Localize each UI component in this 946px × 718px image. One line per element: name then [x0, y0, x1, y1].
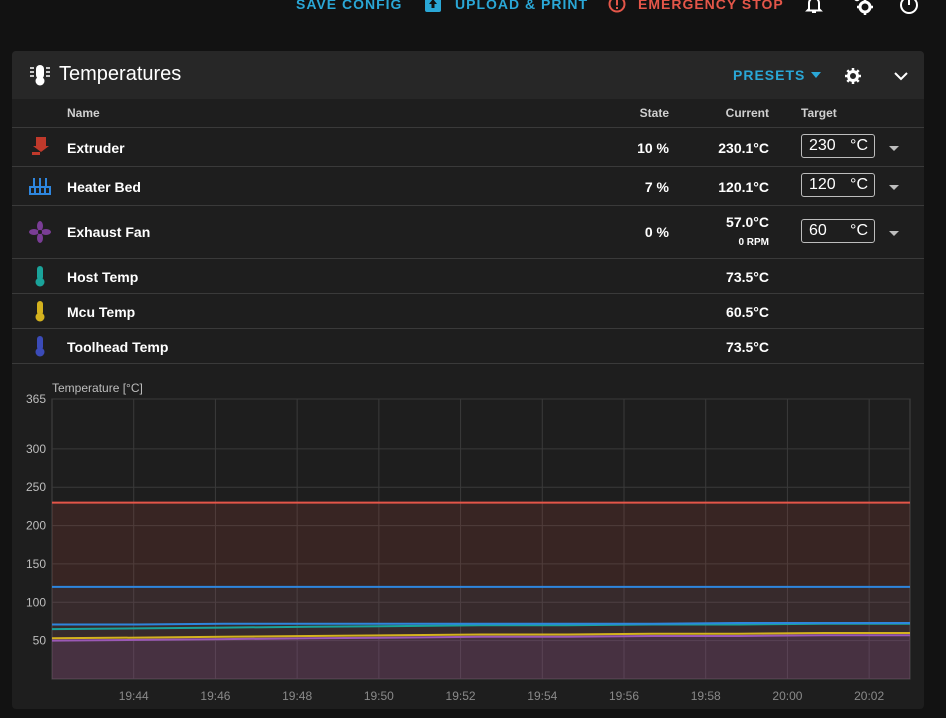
settings-gear-icon[interactable] [842, 65, 864, 87]
row-name: Exhaust Fan [67, 224, 151, 240]
table-row-exhaust-fan: Exhaust Fan 0 % 57.0°C 0 RPM 60 °C [12, 206, 924, 259]
series-line-3 [52, 622, 910, 626]
x-tick-label: 19:44 [119, 689, 149, 703]
target-dropdown-icon[interactable] [888, 227, 900, 239]
caret-down-icon [811, 72, 822, 78]
extruder-target-input[interactable]: 230 °C [801, 134, 875, 158]
col-name-header: Name [67, 106, 100, 120]
row-state: 0 % [644, 224, 669, 240]
thermometer-icon [28, 264, 52, 288]
emergency-stop-button[interactable]: EMERGENCY STOP [608, 0, 784, 16]
presets-label: PRESETS [733, 67, 806, 83]
series-area-1 [52, 586, 910, 679]
series-area-0 [52, 502, 910, 679]
plot-area [51, 398, 911, 680]
target-value: 230 [809, 137, 836, 154]
y-tick-label: 150 [26, 557, 46, 571]
x-tick-label: 20:02 [854, 689, 884, 703]
y-tick-label: 365 [26, 392, 46, 406]
y-tick-label: 50 [33, 634, 47, 648]
row-name: Heater Bed [67, 179, 141, 195]
col-state-header: State [639, 106, 669, 120]
alert-circle-icon [608, 0, 626, 13]
x-tick-label: 20:00 [772, 689, 802, 703]
x-tick-label: 19:52 [446, 689, 476, 703]
extruder-icon [28, 135, 52, 159]
row-current: 73.5°C [726, 339, 769, 355]
emergency-stop-label: EMERGENCY STOP [638, 0, 784, 12]
row-current: 60.5°C [726, 304, 769, 320]
thermometer-lines-icon [29, 64, 51, 86]
table-row-heater-bed: Heater Bed 7 % 120.1°C 120 °C [12, 167, 924, 206]
temperature-chart-svg: 50 100 150 200 250 300 365 19:44 19:46 19:48 19:50… [26, 381, 911, 703]
heater-bed-icon [28, 174, 52, 198]
row-current: 57.0°C [726, 214, 769, 230]
row-name: Extruder [67, 140, 125, 156]
top-toolbar: SAVE CONFIG UPLOAD & PRINT EMERGENCY STO… [0, 0, 946, 30]
temperatures-card: Temperatures PRESETS Name State Current … [12, 51, 924, 709]
x-tick-label: 19:58 [691, 689, 721, 703]
target-value: 60 [809, 222, 827, 239]
card-header: Temperatures PRESETS [12, 51, 924, 99]
target-dropdown-icon[interactable] [888, 142, 900, 154]
row-current: 120.1°C [718, 179, 769, 195]
settings-gear-icon[interactable] [851, 0, 875, 16]
y-axis-label: Temperature [°C] [52, 381, 143, 395]
y-tick-label: 250 [26, 480, 46, 494]
x-tick-label: 19:50 [364, 689, 394, 703]
col-current-header: Current [725, 106, 769, 120]
y-tick-label: 200 [26, 519, 46, 533]
presets-dropdown-button[interactable]: PRESETS [733, 67, 822, 83]
row-rpm: 0 RPM [738, 237, 769, 248]
row-state: 10 % [637, 140, 669, 156]
table-header: Name State Current Target [12, 99, 924, 128]
row-current: 230.1°C [718, 140, 769, 156]
thermometer-icon [28, 334, 52, 358]
table-row-host-temp: Host Temp 73.5°C [12, 259, 924, 294]
row-state: 7 % [644, 179, 669, 195]
target-dropdown-icon[interactable] [888, 181, 900, 193]
temperature-chart[interactable]: 50 100 150 200 250 300 365 19:44 19:46 19:48 19:50… [12, 364, 924, 709]
target-unit: °C [850, 222, 868, 239]
table-row-mcu-temp: Mcu Temp 60.5°C [12, 294, 924, 329]
x-tick-label: 19:46 [200, 689, 230, 703]
x-tick-label: 19:56 [609, 689, 639, 703]
y-tick-label: 300 [26, 442, 46, 456]
series-line-2 [51, 622, 910, 631]
row-name: Mcu Temp [67, 304, 136, 320]
table-row-toolhead-temp: Toolhead Temp 73.5°C [12, 329, 924, 364]
row-name: Toolhead Temp [67, 339, 169, 355]
upload-print-label: UPLOAD & PRINT [455, 0, 588, 12]
save-config-label: SAVE CONFIG [296, 0, 403, 12]
target-unit: °C [850, 176, 868, 193]
heater-bed-target-input[interactable]: 120 °C [801, 173, 875, 197]
upload-print-button[interactable]: UPLOAD & PRINT [425, 0, 588, 16]
x-tick-label: 19:48 [282, 689, 312, 703]
col-target-header: Target [801, 106, 837, 120]
x-tick-label: 19:54 [527, 689, 557, 703]
row-name: Host Temp [67, 269, 139, 285]
thermometer-icon [28, 299, 52, 323]
series-line-5 [51, 634, 910, 642]
series-area-5 [52, 635, 910, 679]
series-line-4 [51, 632, 910, 640]
target-unit: °C [850, 137, 868, 154]
table-row-extruder: Extruder 10 % 230.1°C 230 °C [12, 128, 924, 167]
y-tick-label: 100 [26, 595, 46, 609]
card-title: Temperatures [59, 63, 182, 85]
fan-icon [28, 220, 52, 244]
target-value: 120 [809, 176, 836, 193]
row-current: 73.5°C [726, 269, 769, 285]
save-config-button[interactable]: SAVE CONFIG [296, 0, 402, 16]
exhaust-fan-target-input[interactable]: 60 °C [801, 219, 875, 243]
bell-icon[interactable] [802, 0, 826, 16]
collapse-chevron-icon[interactable] [890, 65, 912, 87]
upload-icon [425, 0, 441, 12]
power-icon[interactable] [897, 0, 921, 16]
